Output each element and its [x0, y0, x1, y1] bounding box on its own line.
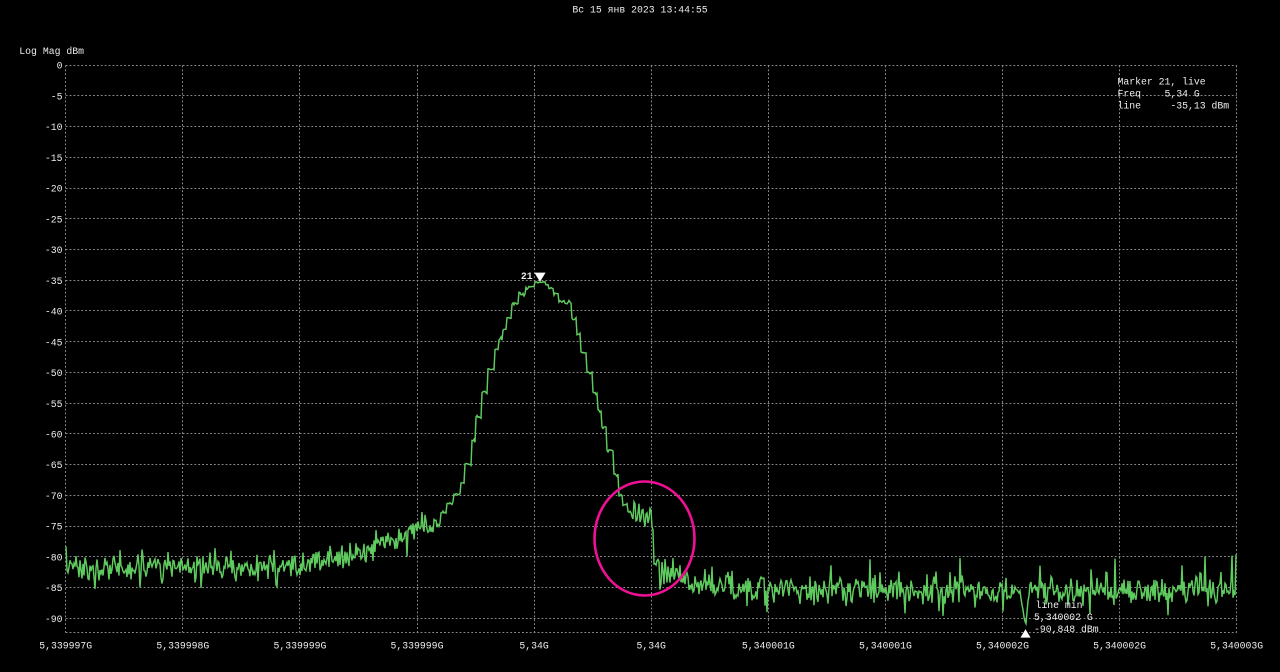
svg-text:-35,13 dBm: -35,13 dBm: [1170, 100, 1229, 111]
svg-text:-60: -60: [45, 430, 63, 441]
svg-text:-80: -80: [45, 552, 63, 563]
svg-text:21: 21: [521, 271, 533, 282]
svg-text:-10: -10: [45, 122, 63, 133]
svg-text:-25: -25: [45, 214, 63, 225]
svg-text:-40: -40: [45, 307, 63, 318]
svg-text:5,340002G: 5,340002G: [1093, 641, 1146, 652]
svg-text:-55: -55: [45, 399, 63, 410]
svg-text:5,34G: 5,34G: [519, 641, 549, 652]
svg-text:Log Mag dBm: Log Mag dBm: [19, 46, 84, 57]
svg-text:-35: -35: [45, 276, 63, 287]
svg-text:Вс 15 янв 2023 13:44:55: Вс 15 янв 2023 13:44:55: [572, 5, 707, 16]
svg-text:5,340002 G: 5,340002 G: [1034, 612, 1093, 623]
svg-text:-15: -15: [45, 153, 63, 164]
svg-text:0: 0: [57, 61, 63, 72]
svg-text:5,339998G: 5,339998G: [156, 641, 209, 652]
svg-text:5,340001G: 5,340001G: [859, 641, 912, 652]
svg-text:-50: -50: [45, 368, 63, 379]
svg-text:Freq: Freq: [1118, 88, 1142, 99]
svg-text:Marker 21, live: Marker 21, live: [1118, 76, 1206, 87]
svg-text:5,340001G: 5,340001G: [742, 641, 795, 652]
svg-text:-90,848 dBm: -90,848 dBm: [1034, 624, 1099, 635]
svg-text:5,339999G: 5,339999G: [273, 641, 326, 652]
svg-text:-65: -65: [45, 460, 63, 471]
svg-text:5,339997G: 5,339997G: [39, 641, 92, 652]
svg-text:line min: line min: [1036, 600, 1083, 611]
svg-text:-75: -75: [45, 522, 63, 533]
svg-text:5,340003G: 5,340003G: [1210, 641, 1263, 652]
svg-text:5,34G: 5,34G: [636, 641, 666, 652]
svg-text:5,339999G: 5,339999G: [391, 641, 444, 652]
svg-text:line: line: [1118, 100, 1142, 111]
svg-text:5,340002G: 5,340002G: [976, 641, 1029, 652]
svg-text:-20: -20: [45, 184, 63, 195]
svg-text:-85: -85: [45, 583, 63, 594]
svg-text:-30: -30: [45, 245, 63, 256]
svg-text:-90: -90: [45, 614, 63, 625]
svg-text:-45: -45: [45, 337, 63, 348]
svg-text:5,34 G: 5,34 G: [1165, 88, 1200, 99]
svg-text:-5: -5: [51, 91, 63, 102]
svg-text:-70: -70: [45, 491, 63, 502]
